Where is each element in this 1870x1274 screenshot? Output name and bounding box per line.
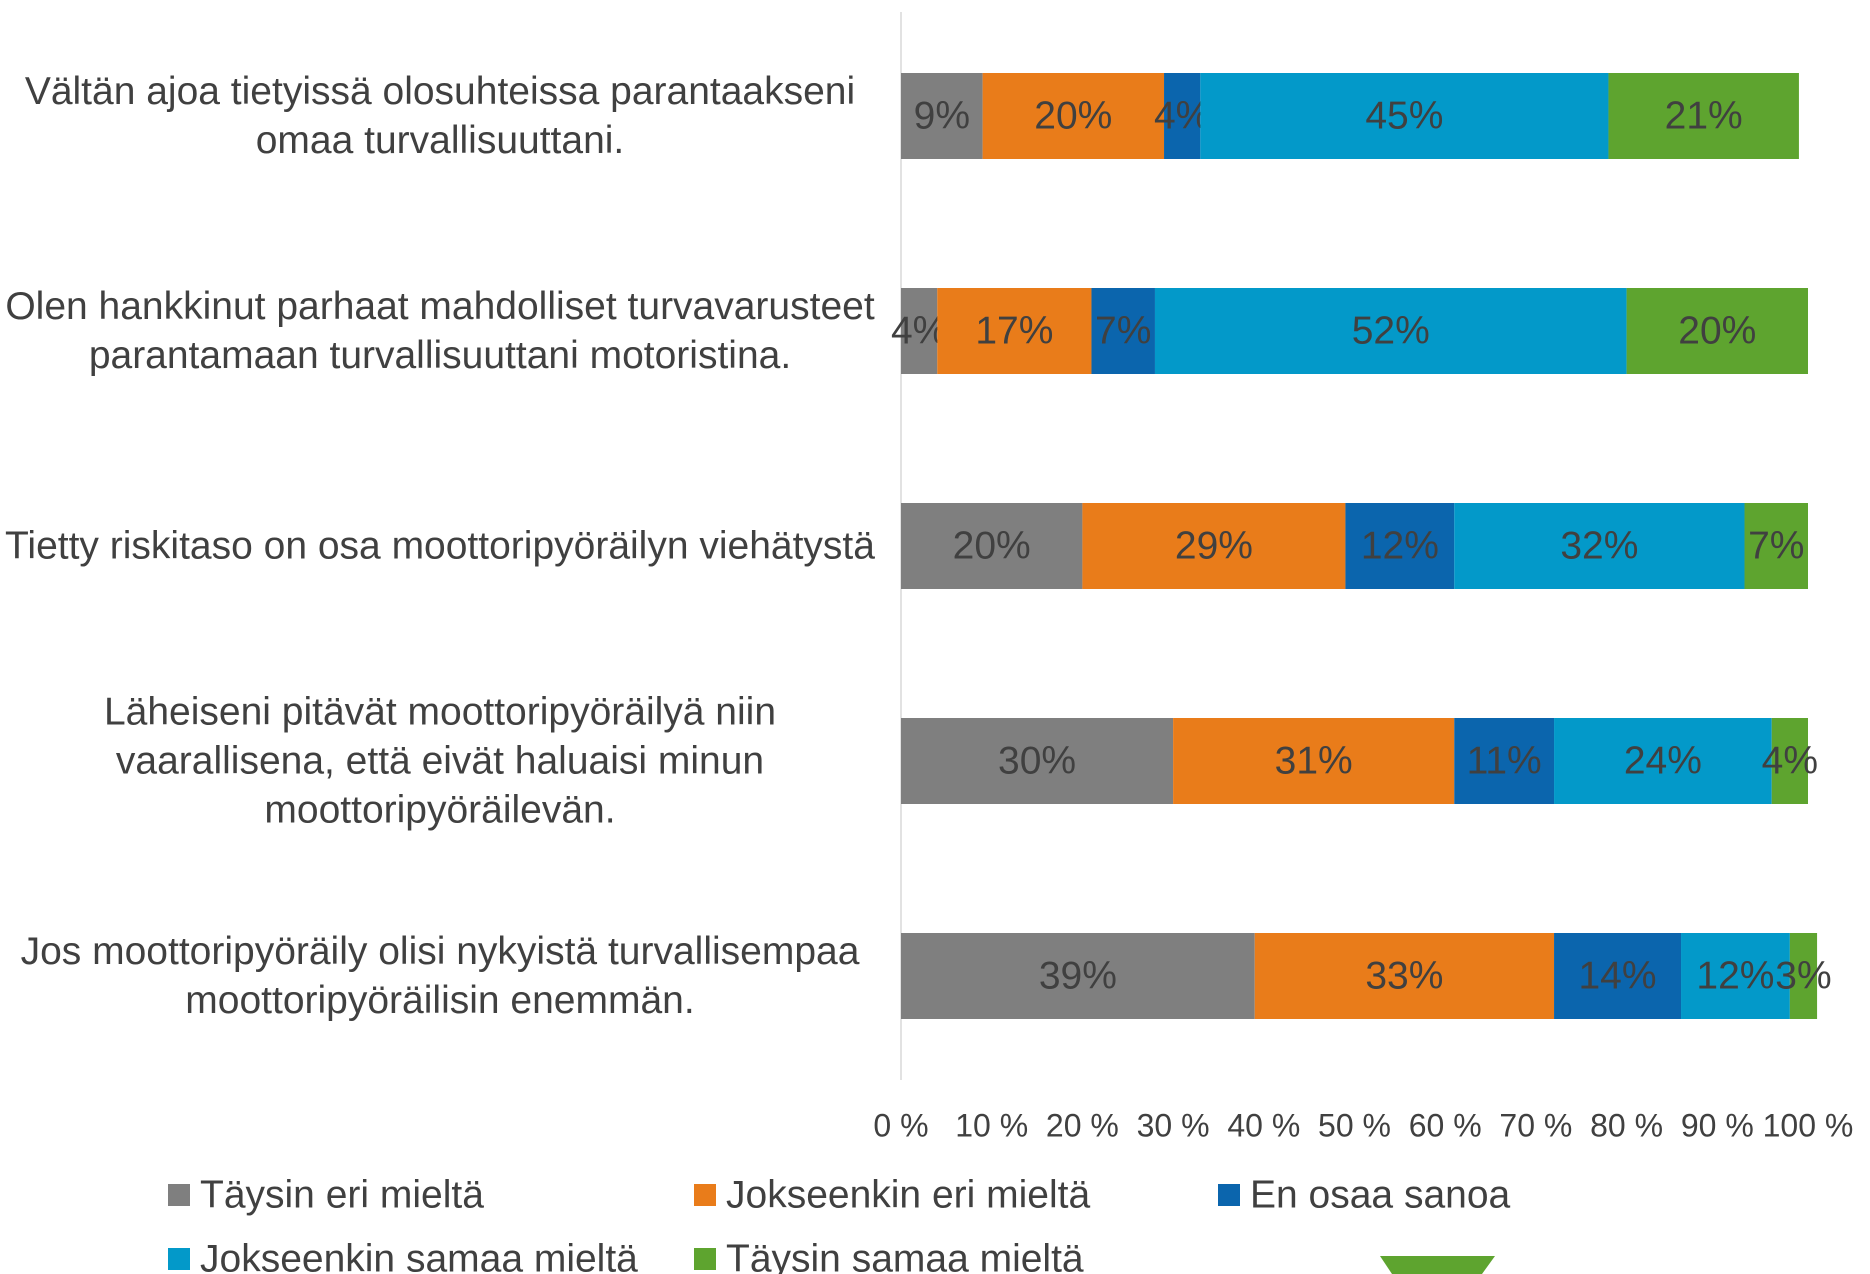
legend-swatch xyxy=(168,1184,190,1206)
bar-segment xyxy=(937,288,1092,374)
bar-segment xyxy=(1789,933,1818,1019)
data-label: 4% xyxy=(1762,739,1818,782)
bar-segment xyxy=(1082,503,1346,589)
data-label: 31% xyxy=(1275,739,1353,782)
x-tick-label: 60 % xyxy=(1409,1107,1482,1143)
data-label: 24% xyxy=(1624,739,1702,782)
data-label: 32% xyxy=(1560,524,1638,567)
legend-label: En osaa sanoa xyxy=(1250,1173,1511,1216)
x-tick-label: 30 % xyxy=(1137,1107,1210,1143)
legend-label: Täysin samaa mieltä xyxy=(726,1237,1084,1274)
data-label: 14% xyxy=(1578,954,1656,997)
bar-segment xyxy=(1626,288,1808,374)
data-label: 7% xyxy=(1095,309,1151,352)
data-label: 20% xyxy=(1034,94,1112,137)
legend-swatch xyxy=(168,1248,190,1270)
data-label: 21% xyxy=(1665,94,1743,137)
category-label: Tietty riskitaso on osa moottoripyöräily… xyxy=(5,524,875,568)
bar-segment xyxy=(1154,288,1627,374)
category-label: Jos moottoripyöräily olisi nykyistä turv… xyxy=(20,930,860,1022)
bar-segment xyxy=(1345,503,1455,589)
bar-segment xyxy=(1091,288,1155,374)
legend-swatch xyxy=(1218,1184,1240,1206)
x-tick-label: 0 % xyxy=(873,1107,928,1143)
bar-segment xyxy=(901,288,938,374)
bar-segment xyxy=(1454,503,1745,589)
legend-label: Jokseenkin eri mieltä xyxy=(726,1173,1090,1216)
legend-label: Jokseenkin samaa mieltä xyxy=(200,1237,638,1274)
bar-segment xyxy=(901,73,983,159)
bar-segment xyxy=(1200,73,1609,159)
bar-segment xyxy=(901,503,1083,589)
category-label: Vältän ajoa tietyissä olosuhteissa paran… xyxy=(24,70,856,162)
bar-segment xyxy=(901,933,1255,1019)
data-label: 33% xyxy=(1365,954,1443,997)
bar-segment xyxy=(1254,933,1555,1019)
x-tick-label: 80 % xyxy=(1590,1107,1663,1143)
x-tick-label: 90 % xyxy=(1681,1107,1754,1143)
legend-swatch xyxy=(694,1248,716,1270)
category-label: Olen hankkinut parhaat mahdolliset turva… xyxy=(5,285,875,377)
data-label: 29% xyxy=(1175,524,1253,567)
data-label: 45% xyxy=(1365,94,1443,137)
bar-segment xyxy=(1164,73,1201,159)
x-tick-label: 20 % xyxy=(1046,1107,1119,1143)
data-label: 20% xyxy=(1678,309,1756,352)
x-tick-label: 100 % xyxy=(1763,1107,1854,1143)
bar-segment xyxy=(1771,718,1808,804)
data-label: 9% xyxy=(914,94,970,137)
bar-segment xyxy=(1554,933,1682,1019)
bar-segment xyxy=(1554,718,1772,804)
legend-swatch xyxy=(694,1184,716,1206)
logo xyxy=(1380,1256,1495,1274)
x-tick-label: 10 % xyxy=(955,1107,1028,1143)
bar-segment xyxy=(1681,933,1790,1019)
bar-segment xyxy=(901,718,1174,804)
x-tick-label: 70 % xyxy=(1499,1107,1572,1143)
legend-label: Täysin eri mieltä xyxy=(200,1173,484,1216)
data-label: 12% xyxy=(1361,524,1439,567)
data-label: 52% xyxy=(1352,309,1430,352)
data-label: 12% xyxy=(1696,954,1774,997)
data-label: 30% xyxy=(998,739,1076,782)
bar-segment xyxy=(1608,73,1799,159)
data-label: 17% xyxy=(975,309,1053,352)
data-label: 11% xyxy=(1467,739,1542,782)
data-label: 20% xyxy=(953,524,1031,567)
bar-segment xyxy=(1744,503,1808,589)
x-tick-label: 50 % xyxy=(1318,1107,1391,1143)
data-label: 3% xyxy=(1775,954,1831,997)
data-label: 39% xyxy=(1039,954,1117,997)
data-label: 7% xyxy=(1748,524,1804,567)
bar-segment xyxy=(982,73,1165,159)
bar-segment xyxy=(1173,718,1455,804)
bar-segment xyxy=(1454,718,1555,804)
category-label: Läheiseni pitävät moottoripyöräilyä niin… xyxy=(103,690,777,832)
x-tick-label: 40 % xyxy=(1227,1107,1300,1143)
